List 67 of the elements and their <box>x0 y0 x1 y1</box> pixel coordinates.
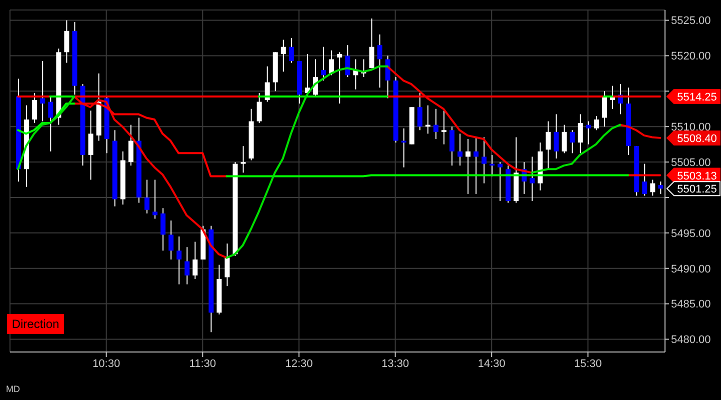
candlestick <box>64 20 70 64</box>
candlestick <box>594 115 599 131</box>
candlestick <box>530 156 535 202</box>
candlestick <box>562 124 567 154</box>
candlestick <box>128 124 134 166</box>
x-tick-label: 10:30 <box>92 358 120 370</box>
candlestick <box>417 92 422 131</box>
candlestick <box>144 179 150 214</box>
candlestick <box>40 60 46 122</box>
x-tick-label: 11:30 <box>189 358 216 370</box>
candlestick <box>449 126 454 166</box>
price-tag: 5501.25 <box>666 181 720 196</box>
x-tick-label: 15:30 <box>574 358 602 370</box>
candlestick <box>256 92 262 124</box>
candlestick <box>433 108 438 140</box>
data-label: 5503.13 <box>677 170 717 182</box>
candlestick <box>48 96 54 152</box>
data-label: 5514.25 <box>677 91 717 104</box>
y-tick-label: 5520.00 <box>671 50 711 63</box>
candlestick <box>377 34 382 88</box>
price-tag: 5503.13 <box>666 168 720 183</box>
candlestick <box>570 130 575 154</box>
candlestick <box>586 120 591 145</box>
candlestick <box>176 236 182 285</box>
candlestick <box>329 50 334 76</box>
candlestick <box>658 181 664 194</box>
x-tick-label: 12:30 <box>285 358 313 370</box>
candlestick <box>458 133 462 166</box>
candlestick <box>369 18 374 69</box>
candlestick <box>321 46 326 82</box>
candlestick <box>280 39 286 72</box>
annotation: Direction <box>12 317 60 331</box>
candlestick <box>224 243 230 287</box>
candlestick <box>441 110 446 145</box>
y-tick-label: 5525.00 <box>671 15 711 28</box>
price-tag: 5514.25 <box>666 88 720 104</box>
candlestick <box>160 208 166 252</box>
y-tick-label: 5485.00 <box>671 298 711 311</box>
candlestick <box>482 136 487 184</box>
candlestick <box>546 120 551 170</box>
data-label: 5508.40 <box>677 132 717 145</box>
candlestick <box>642 163 648 196</box>
y-tick-label: 5495.00 <box>671 228 711 240</box>
candlestick <box>498 162 503 202</box>
candlestick <box>168 220 174 260</box>
price-tag: 5508.40 <box>666 130 720 146</box>
candlestick <box>337 52 342 104</box>
x-tick-label: 14:30 <box>478 358 506 370</box>
x-tick-label: 13:30 <box>382 358 410 370</box>
label-box: Direction <box>7 314 64 334</box>
candlestick <box>466 138 471 194</box>
candlestick <box>602 90 607 128</box>
candlestick <box>578 114 583 154</box>
candlestick <box>554 114 559 159</box>
candlestick <box>474 136 479 194</box>
candlestick <box>240 146 246 174</box>
candlestick <box>184 246 190 285</box>
candlestick <box>288 38 294 64</box>
candlestick <box>650 179 656 196</box>
text: MD <box>6 384 20 394</box>
candlestick <box>192 241 198 280</box>
candlestick <box>88 110 94 180</box>
y-tick-label: 5490.00 <box>671 263 711 276</box>
y-tick-label: 5480.00 <box>671 334 711 346</box>
candlestick <box>32 92 38 124</box>
candlestick <box>152 179 158 220</box>
y-tick-label: 5505.00 <box>671 156 711 169</box>
